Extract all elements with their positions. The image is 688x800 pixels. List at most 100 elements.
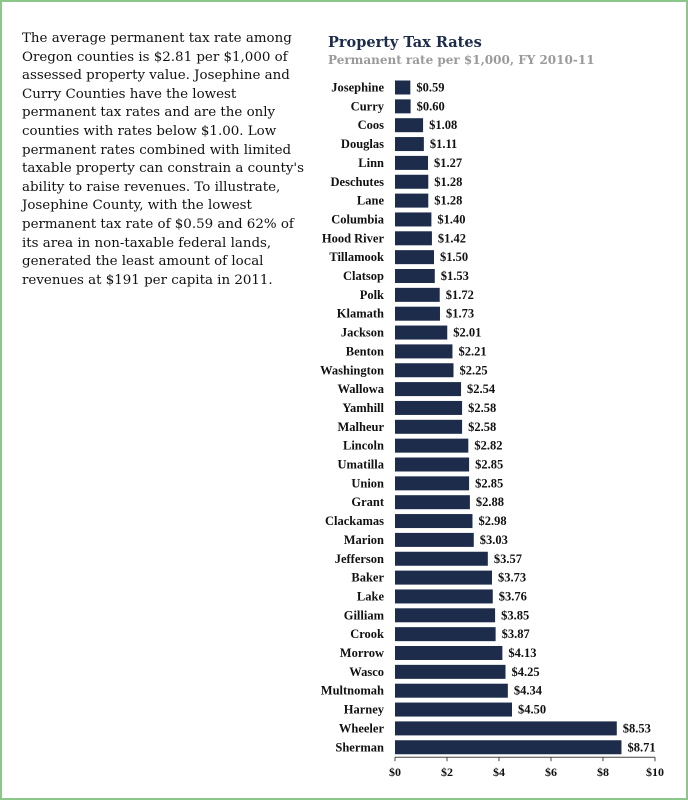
category-label: Malheur bbox=[337, 420, 384, 434]
bar-lane bbox=[395, 193, 429, 208]
bar-columbia bbox=[395, 212, 432, 227]
category-label: Josephine bbox=[331, 81, 384, 95]
value-label: $4.34 bbox=[514, 684, 543, 698]
value-label: $4.25 bbox=[512, 665, 540, 679]
category-label: Wasco bbox=[349, 665, 384, 679]
bar-wasco bbox=[395, 664, 506, 679]
value-label: $3.57 bbox=[494, 552, 522, 566]
x-tick-label: $6 bbox=[545, 765, 557, 779]
category-label: Harney bbox=[344, 703, 385, 717]
bar-klamath bbox=[395, 306, 440, 321]
value-label: $1.28 bbox=[434, 194, 462, 208]
bar-lake bbox=[395, 589, 493, 604]
value-label: $2.88 bbox=[476, 495, 504, 509]
value-label: $2.58 bbox=[468, 401, 496, 415]
value-label: $8.71 bbox=[627, 740, 655, 754]
category-label: Jackson bbox=[341, 326, 384, 340]
value-label: $2.98 bbox=[478, 514, 506, 528]
value-labels: $0.59 $0.60 $1.08 $1.11 $1.27 $1.28 $1.28 $1.40… bbox=[416, 81, 655, 755]
value-label: $2.85 bbox=[475, 476, 503, 490]
category-label: Jefferson bbox=[335, 552, 384, 566]
category-label: Lane bbox=[357, 194, 385, 208]
value-label: $4.50 bbox=[518, 703, 546, 717]
bar-clackamas bbox=[395, 514, 473, 529]
x-tick-label: $4 bbox=[493, 765, 505, 779]
value-label: $3.87 bbox=[502, 627, 530, 641]
bar-wallowa bbox=[395, 382, 462, 397]
x-tick-label: $10 bbox=[646, 765, 664, 779]
bar-umatilla bbox=[395, 457, 470, 472]
chart-title: Property Tax Rates bbox=[328, 34, 482, 51]
bar-crook bbox=[395, 627, 496, 642]
category-label: Gilliam bbox=[344, 608, 385, 622]
category-label: Wallowa bbox=[337, 382, 384, 396]
value-label: $0.60 bbox=[417, 99, 445, 113]
value-label: $2.01 bbox=[453, 326, 481, 340]
category-label: Crook bbox=[350, 627, 384, 641]
bar-josephine bbox=[395, 80, 411, 95]
chart-subtitle: Permanent rate per $1,000, FY 2010-11 bbox=[328, 53, 595, 67]
bar-clatsop bbox=[395, 269, 435, 283]
category-label: Morrow bbox=[340, 646, 384, 660]
value-label: $8.53 bbox=[623, 721, 651, 735]
category-label: Sherman bbox=[335, 740, 384, 754]
category-label: Marion bbox=[344, 533, 384, 547]
bar-hood-river bbox=[395, 231, 432, 246]
bars-group bbox=[395, 80, 622, 755]
value-label: $0.59 bbox=[416, 81, 444, 95]
bar-lincoln bbox=[395, 438, 469, 453]
value-label: $4.13 bbox=[508, 646, 536, 660]
category-label: Lake bbox=[357, 589, 385, 603]
x-tick-label: $8 bbox=[597, 765, 609, 779]
value-label: $3.85 bbox=[501, 608, 529, 622]
value-label: $2.54 bbox=[467, 382, 496, 396]
bar-baker bbox=[395, 570, 492, 585]
x-axis: $0 $2 $4 $6 $8 $10 bbox=[389, 756, 664, 779]
category-label: Washington bbox=[320, 363, 384, 377]
bar-wheeler bbox=[395, 721, 617, 736]
bar-jackson bbox=[395, 325, 448, 340]
bar-polk bbox=[395, 287, 440, 302]
value-label: $1.40 bbox=[437, 212, 465, 226]
value-label: $1.73 bbox=[446, 307, 474, 321]
x-tick-label: $2 bbox=[441, 765, 453, 779]
value-label: $2.82 bbox=[474, 439, 502, 453]
bar-tillamook bbox=[395, 250, 434, 265]
value-label: $2.21 bbox=[458, 344, 486, 358]
bar-yamhill bbox=[395, 400, 463, 415]
category-label: Columbia bbox=[331, 212, 385, 226]
category-labels: Josephine Curry Coos Douglas Linn Deschutes La… bbox=[320, 81, 385, 755]
bar-deschutes bbox=[395, 174, 429, 189]
bar-grant bbox=[395, 495, 470, 510]
category-label: Polk bbox=[360, 288, 384, 302]
category-label: Klamath bbox=[337, 307, 384, 321]
category-label: Lincoln bbox=[343, 439, 384, 453]
value-label: $1.27 bbox=[434, 156, 462, 170]
category-label: Baker bbox=[351, 571, 384, 585]
category-label: Umatilla bbox=[337, 458, 384, 472]
value-label: $1.72 bbox=[446, 288, 474, 302]
value-label: $3.76 bbox=[499, 589, 527, 603]
category-label: Clackamas bbox=[325, 514, 384, 528]
intro-paragraph: The average permanent tax rate among Ore… bbox=[22, 31, 304, 288]
value-label: $2.25 bbox=[460, 363, 488, 377]
category-label: Union bbox=[351, 476, 384, 490]
value-label: $2.85 bbox=[475, 458, 503, 472]
value-label: $1.53 bbox=[441, 269, 469, 283]
category-label: Douglas bbox=[341, 137, 384, 151]
bar-multnomah bbox=[395, 683, 508, 698]
x-tick-label: $0 bbox=[389, 765, 401, 779]
value-label: $1.11 bbox=[430, 137, 457, 151]
value-label: $1.42 bbox=[438, 231, 466, 245]
value-label: $1.28 bbox=[434, 175, 462, 189]
value-label: $1.08 bbox=[429, 118, 457, 132]
category-label: Clatsop bbox=[343, 269, 384, 283]
bar-curry bbox=[395, 99, 411, 114]
category-label: Tillamook bbox=[329, 250, 384, 264]
value-label: $1.50 bbox=[440, 250, 468, 264]
category-label: Linn bbox=[358, 156, 384, 170]
category-label: Yamhill bbox=[342, 401, 384, 415]
category-label: Benton bbox=[346, 344, 384, 358]
